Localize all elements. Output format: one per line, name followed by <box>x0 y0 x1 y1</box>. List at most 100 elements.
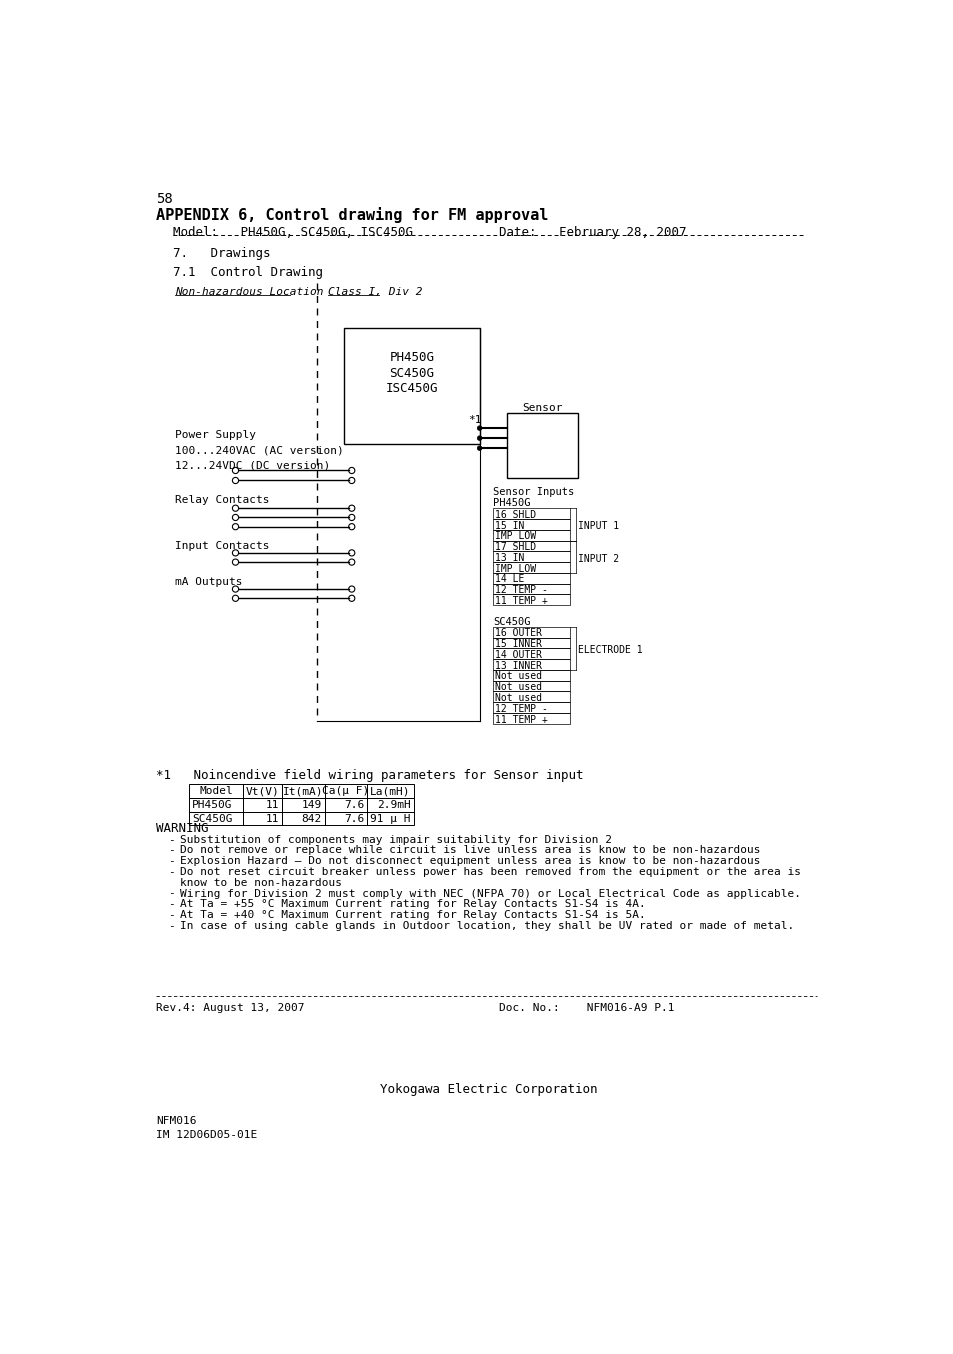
Bar <box>282 784 324 798</box>
Text: 11: 11 <box>265 800 278 810</box>
Bar <box>243 811 282 826</box>
Text: 14 LE: 14 LE <box>495 574 524 585</box>
Text: 7.6: 7.6 <box>343 814 364 823</box>
Text: *1   Noincendive field wiring parameters for Sensor input: *1 Noincendive field wiring parameters f… <box>156 769 583 783</box>
Text: At Ta = +40 °C Maximum Current rating for Relay Contacts S1-S4 is 5A.: At Ta = +40 °C Maximum Current rating fo… <box>179 910 645 921</box>
Text: Rev.4: August 13, 2007: Rev.4: August 13, 2007 <box>156 1003 305 1013</box>
Bar <box>344 328 479 444</box>
Bar <box>493 519 570 529</box>
Text: 15 IN: 15 IN <box>495 520 524 531</box>
Bar <box>189 798 243 811</box>
Text: INPUT 2: INPUT 2 <box>578 554 618 563</box>
Bar <box>324 798 367 811</box>
Bar <box>493 584 570 594</box>
Text: Class I, Div 2: Class I, Div 2 <box>328 287 422 298</box>
Text: -: - <box>168 856 174 867</box>
Bar <box>493 649 570 659</box>
Bar <box>282 811 324 826</box>
Text: APPENDIX 6, Control drawing for FM approval: APPENDIX 6, Control drawing for FM appro… <box>156 207 548 223</box>
Text: 91 μ H: 91 μ H <box>370 814 410 823</box>
Bar <box>493 562 570 573</box>
Text: Model: Model <box>199 787 233 796</box>
Bar <box>493 529 570 540</box>
Text: La(mH): La(mH) <box>370 787 411 796</box>
Text: Model:   PH450G, SC450G, ISC450G: Model: PH450G, SC450G, ISC450G <box>173 226 413 238</box>
Bar <box>243 798 282 811</box>
Text: *1: *1 <box>468 416 481 425</box>
Text: -: - <box>168 867 174 877</box>
Text: ELECTRODE 1: ELECTRODE 1 <box>578 646 642 655</box>
Bar <box>282 798 324 811</box>
Text: Not used: Not used <box>495 693 541 703</box>
Text: 14 OUTER: 14 OUTER <box>495 650 541 659</box>
Bar <box>493 551 570 562</box>
Text: SC450G: SC450G <box>192 814 233 823</box>
Bar <box>493 508 570 519</box>
Text: -: - <box>168 899 174 910</box>
Bar <box>493 714 570 724</box>
Text: Explosion Hazard – Do not disconnect equipment unless area is know to be non-haz: Explosion Hazard – Do not disconnect equ… <box>179 856 760 867</box>
Text: Do not reset circuit breaker unless power has been removed from the equipment or: Do not reset circuit breaker unless powe… <box>179 867 800 877</box>
Text: 11 TEMP +: 11 TEMP + <box>495 596 547 607</box>
Text: Non-hazardous Location: Non-hazardous Location <box>174 287 323 298</box>
Text: Not used: Not used <box>495 682 541 692</box>
Text: 7.1  Control Drawing: 7.1 Control Drawing <box>173 267 323 279</box>
Text: Substitution of components may impair suitability for Division 2: Substitution of components may impair su… <box>179 834 611 845</box>
Text: 7.6: 7.6 <box>343 800 364 810</box>
Text: Power Supply
100...240VAC (AC version)
12...24VDC (DC version): Power Supply 100...240VAC (AC version) 1… <box>174 431 343 470</box>
Bar <box>493 681 570 692</box>
Bar <box>493 659 570 670</box>
Text: Doc. No.:    NFM016-A9 P.1: Doc. No.: NFM016-A9 P.1 <box>498 1003 674 1013</box>
Text: 12 TEMP -: 12 TEMP - <box>495 704 547 714</box>
Text: 842: 842 <box>301 814 321 823</box>
Text: 16 SHLD: 16 SHLD <box>495 509 536 520</box>
Text: PH450G: PH450G <box>192 800 233 810</box>
Text: NFM016: NFM016 <box>156 1116 196 1125</box>
Bar <box>493 573 570 584</box>
Circle shape <box>476 436 481 440</box>
Text: 2.9mH: 2.9mH <box>376 800 410 810</box>
Text: IMP LOW: IMP LOW <box>495 563 536 574</box>
Bar <box>243 784 282 798</box>
Circle shape <box>476 445 481 451</box>
Bar <box>493 638 570 649</box>
Text: Sensor: Sensor <box>521 402 562 413</box>
Text: Ca(μ F): Ca(μ F) <box>322 787 369 796</box>
Text: At Ta = +55 °C Maximum Current rating for Relay Contacts S1-S4 is 4A.: At Ta = +55 °C Maximum Current rating fo… <box>179 899 645 910</box>
Bar <box>493 670 570 681</box>
Text: -: - <box>168 834 174 845</box>
Text: 12 TEMP -: 12 TEMP - <box>495 585 547 596</box>
Text: WARNING: WARNING <box>156 822 209 834</box>
Bar <box>493 594 570 605</box>
Text: In case of using cable glands in Outdoor location, they shall be UV rated or mad: In case of using cable glands in Outdoor… <box>179 921 793 932</box>
Text: IM 12D06D05-01E: IM 12D06D05-01E <box>156 1129 257 1140</box>
Text: Date:   February 28, 2007: Date: February 28, 2007 <box>498 226 686 238</box>
Text: Relay Contacts: Relay Contacts <box>174 496 270 505</box>
Text: Vt(V): Vt(V) <box>246 787 279 796</box>
Text: It(mA): It(mA) <box>283 787 323 796</box>
Text: 11: 11 <box>265 814 278 823</box>
Bar <box>367 798 414 811</box>
Text: 7.   Drawings: 7. Drawings <box>173 248 271 260</box>
Text: 11 TEMP +: 11 TEMP + <box>495 715 547 724</box>
Text: Yokogawa Electric Corporation: Yokogawa Electric Corporation <box>380 1083 597 1095</box>
Text: 13 IN: 13 IN <box>495 552 524 563</box>
Text: 16 OUTER: 16 OUTER <box>495 628 541 638</box>
Bar <box>367 784 414 798</box>
Text: know to be non-hazardous: know to be non-hazardous <box>179 877 341 888</box>
Bar <box>493 703 570 714</box>
Text: SC450G: SC450G <box>493 617 530 627</box>
Text: Do not remove or replace while circuit is live unless area is know to be non-haz: Do not remove or replace while circuit i… <box>179 845 760 856</box>
Text: 17 SHLD: 17 SHLD <box>495 542 536 552</box>
Text: -: - <box>168 845 174 856</box>
Text: Wiring for Division 2 must comply with NEC (NFPA 70) or Local Electrical Code as: Wiring for Division 2 must comply with N… <box>179 888 800 899</box>
Text: 149: 149 <box>301 800 321 810</box>
Bar <box>493 540 570 551</box>
Text: PH450G: PH450G <box>389 351 434 364</box>
Bar <box>493 692 570 703</box>
Bar <box>506 413 578 478</box>
Bar <box>324 811 367 826</box>
Text: ISC450G: ISC450G <box>385 382 437 395</box>
Text: -: - <box>168 921 174 932</box>
Bar <box>493 627 570 638</box>
